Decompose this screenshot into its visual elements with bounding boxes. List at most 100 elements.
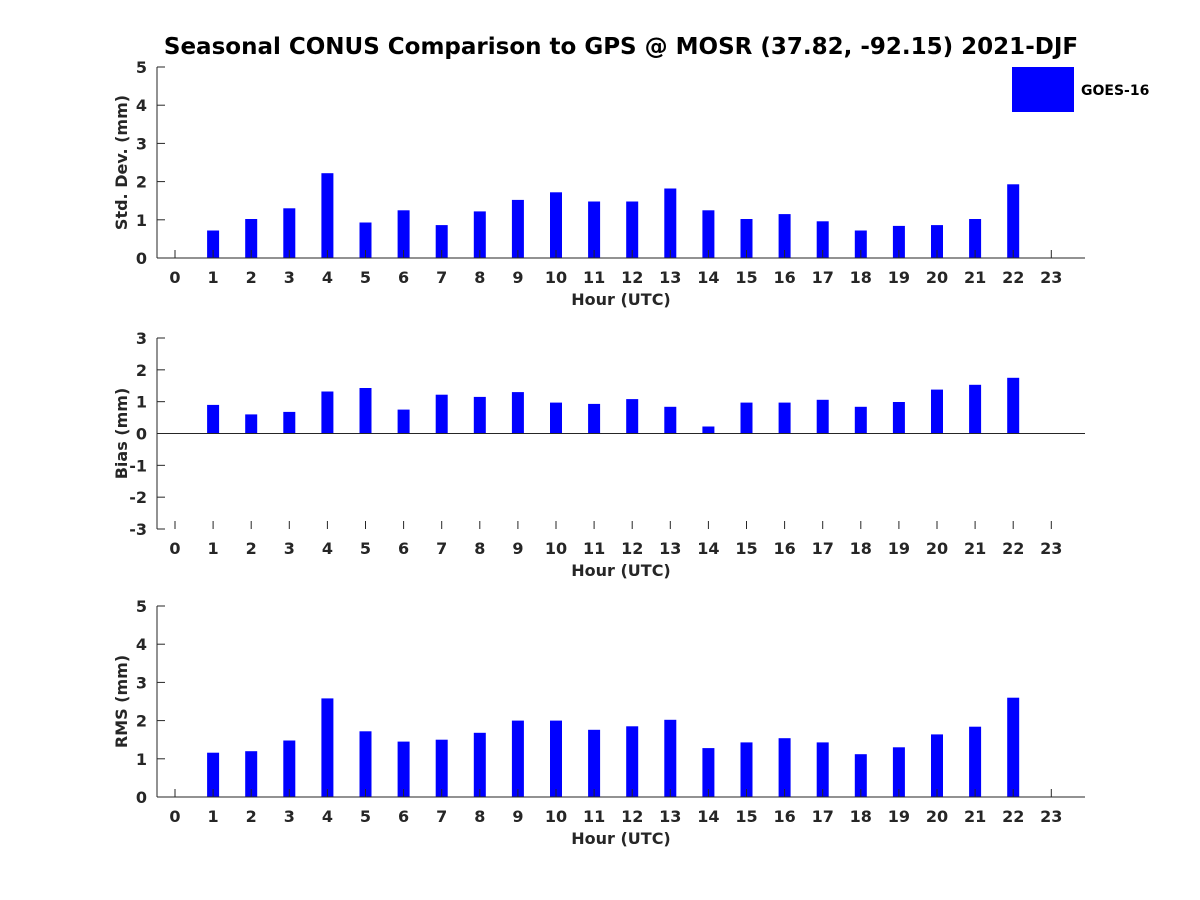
x-tick-label: 15 [735,268,757,287]
bar-hour-7 [435,394,448,434]
bar-hour-17 [816,742,829,797]
x-tick-label: 18 [850,807,872,826]
bar-hour-8 [473,211,486,258]
x-tick-label: 21 [964,268,986,287]
x-tick-label: 15 [735,807,757,826]
bar-hour-3 [283,208,296,258]
bar-hour-18 [854,406,867,434]
x-tick-label: 10 [545,539,567,558]
x-tick-label: 12 [621,807,643,826]
x-tick-label: 23 [1040,807,1062,826]
bar-hour-12 [626,201,639,258]
bar-hour-17 [816,399,829,434]
bar-hour-15 [740,219,753,258]
x-axis-label: Hour (UTC) [571,829,671,848]
x-tick-label: 5 [360,807,371,826]
x-tick-label: 20 [926,268,948,287]
bar-hour-14 [702,210,715,259]
x-tick-label: 20 [926,807,948,826]
bar-hour-4 [321,698,334,797]
bar-hour-21 [969,384,982,434]
x-tick-label: 6 [398,539,409,558]
x-tick-label: 10 [545,268,567,287]
bar-hour-14 [702,426,715,434]
y-tick-label: 5 [136,58,147,77]
x-tick-label: 22 [1002,539,1024,558]
y-tick-label: 2 [136,361,147,380]
bar-hour-21 [969,219,982,258]
x-tick-label: 7 [436,539,447,558]
chart-title: Seasonal CONUS Comparison to GPS @ MOSR … [164,34,1078,60]
y-tick-label: 1 [136,750,147,769]
bar-hour-3 [283,740,296,797]
y-tick-label: 5 [136,597,147,616]
bar-hour-11 [588,201,601,258]
bar-hour-16 [778,402,791,434]
bar-hour-12 [626,726,639,797]
x-tick-label: 2 [246,539,257,558]
x-tick-label: 9 [512,268,523,287]
x-tick-label: 2 [246,268,257,287]
x-tick-label: 19 [888,268,910,287]
x-tick-label: 16 [773,807,795,826]
x-tick-label: 21 [964,807,986,826]
bar-hour-19 [892,225,905,258]
bar-hour-12 [626,399,639,434]
x-tick-label: 22 [1002,268,1024,287]
y-tick-label: 4 [136,635,147,654]
bar-hour-11 [588,729,601,797]
bar-hour-5 [359,731,372,797]
y-tick-label: 3 [136,329,147,348]
bar-hour-20 [931,734,943,797]
bar-hour-4 [321,173,334,258]
bar-hour-16 [778,738,791,797]
y-axis-label: Bias (mm) [112,388,131,480]
bar-hour-22 [1007,697,1020,797]
x-tick-label: 4 [322,268,333,287]
x-tick-label: 4 [322,807,333,826]
x-tick-label: 4 [322,539,333,558]
bar-hour-5 [359,222,372,258]
x-tick-label: 5 [360,268,371,287]
bar-hour-9 [511,392,524,434]
bar-hour-13 [664,406,677,434]
x-tick-label: 17 [812,539,834,558]
bar-hour-13 [664,719,677,797]
x-tick-label: 23 [1040,268,1062,287]
y-tick-label: 1 [136,393,147,412]
x-tick-label: 11 [583,268,605,287]
x-tick-label: 19 [888,539,910,558]
bar-hour-2 [245,219,258,258]
x-tick-label: 20 [926,539,948,558]
bar-hour-13 [664,188,677,258]
bar-hour-2 [245,751,258,797]
x-tick-label: 1 [208,268,219,287]
x-tick-label: 5 [360,539,371,558]
bar-hour-15 [740,402,753,434]
bar-hour-16 [778,214,791,258]
y-tick-label: 1 [136,211,147,230]
x-tick-label: 13 [659,807,681,826]
bar-hour-1 [207,752,220,797]
x-tick-label: 10 [545,807,567,826]
x-tick-label: 8 [474,539,485,558]
y-tick-label: -2 [129,488,147,507]
x-tick-label: 1 [208,539,219,558]
x-tick-label: 14 [697,539,719,558]
x-tick-label: 15 [735,539,757,558]
y-tick-label: 3 [136,673,147,692]
x-tick-label: 9 [512,807,523,826]
y-tick-label: 3 [136,134,147,153]
bar-hour-10 [550,402,562,434]
bar-hour-1 [207,404,220,434]
x-tick-label: 7 [436,807,447,826]
x-tick-label: 1 [208,807,219,826]
bar-hour-7 [435,225,448,258]
x-tick-label: 3 [284,807,295,826]
x-tick-label: 23 [1040,539,1062,558]
bar-hour-22 [1007,377,1020,434]
bar-hour-1 [207,230,220,258]
bar-hour-20 [931,225,943,258]
y-tick-label: 2 [136,173,147,192]
